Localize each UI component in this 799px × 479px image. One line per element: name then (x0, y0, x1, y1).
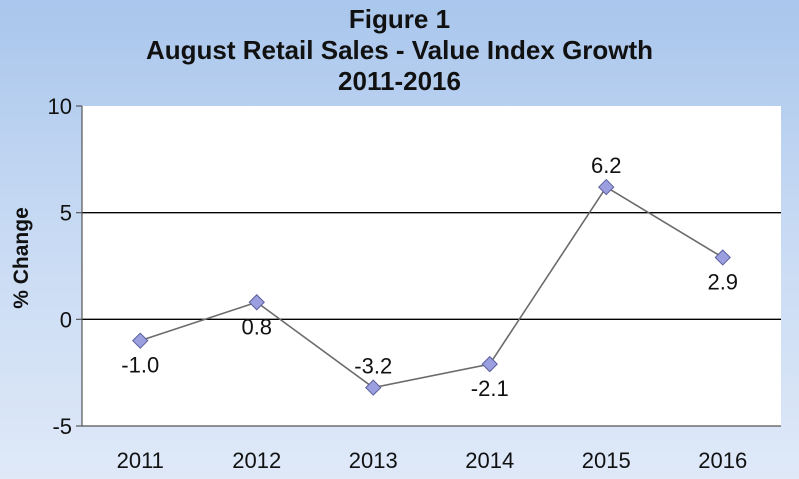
x-tick-label: 2016 (698, 448, 747, 473)
x-tick-label: 2013 (349, 448, 398, 473)
data-label: -3.2 (354, 354, 392, 379)
x-tick-label: 2011 (117, 448, 164, 473)
data-label: 0.8 (241, 314, 272, 339)
data-label: 6.2 (591, 153, 622, 178)
chart-title-line-3: 2011-2016 (338, 66, 461, 96)
x-tick-label: 2012 (232, 448, 281, 473)
data-label: -1.0 (121, 353, 159, 378)
data-point-marker (248, 294, 265, 311)
data-label: 2.9 (707, 269, 738, 294)
data-point-marker (714, 249, 731, 266)
data-label: -2.1 (471, 376, 509, 401)
data-point-marker (598, 178, 615, 196)
series-line (139, 185, 724, 389)
x-tick-label: 2014 (465, 448, 514, 473)
data-point-marker (132, 332, 149, 349)
y-tick-label: 10 (48, 94, 72, 119)
y-tick-label: 0 (60, 307, 72, 332)
y-tick-label: 5 (60, 201, 72, 226)
x-tick-label: 2015 (582, 448, 631, 473)
chart-title: Figure 1 August Retail Sales - Value Ind… (0, 4, 799, 97)
chart-title-line-2: August Retail Sales - Value Index Growth (145, 35, 654, 65)
data-point-marker (365, 379, 382, 396)
chart-title-line-1: Figure 1 (348, 4, 451, 34)
data-point-marker (481, 355, 498, 373)
y-tick-label: -5 (52, 414, 72, 439)
plot-area (82, 106, 781, 426)
